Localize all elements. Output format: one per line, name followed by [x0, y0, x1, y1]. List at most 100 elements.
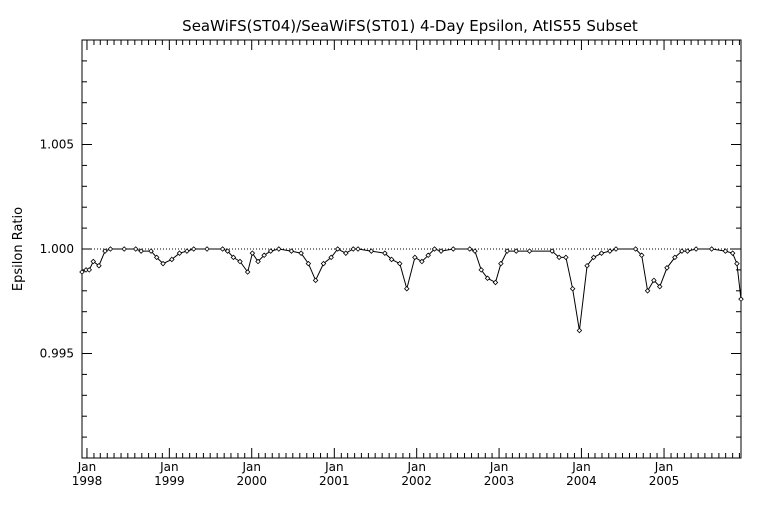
data-point	[276, 246, 282, 252]
data-point	[328, 254, 334, 261]
data-point	[190, 246, 197, 252]
data-point	[738, 296, 744, 302]
data-point	[556, 254, 562, 261]
data-point	[513, 248, 519, 254]
x-tick-label-year: 2001	[319, 474, 350, 488]
data-point	[334, 246, 341, 252]
data-point	[320, 260, 327, 267]
data-point	[237, 258, 243, 265]
data-point	[107, 246, 114, 252]
data-point	[419, 258, 425, 265]
data-point	[388, 256, 395, 263]
x-tick-label-month: Jan	[571, 460, 591, 474]
data-point	[312, 277, 319, 284]
data-point	[651, 277, 657, 284]
data-point	[382, 250, 388, 256]
data-point	[729, 250, 736, 256]
data-point	[466, 246, 473, 252]
data-point	[160, 260, 166, 267]
x-tick-label-month: Jan	[406, 460, 426, 474]
data-point	[412, 254, 418, 261]
data-point	[79, 269, 85, 275]
data-point	[693, 246, 699, 252]
data-point	[350, 246, 357, 252]
data-point	[549, 248, 555, 254]
x-tick-label-month: Jan	[324, 460, 344, 474]
data-point	[305, 260, 312, 267]
x-tick-label-month: Jan	[77, 460, 97, 474]
data-point	[355, 246, 361, 252]
data-point	[403, 285, 410, 292]
plot-frame	[81, 39, 742, 459]
x-tick-label-year: 2000	[236, 474, 267, 488]
data-point	[96, 262, 102, 269]
data-point	[526, 248, 533, 254]
data-point	[438, 248, 444, 254]
data-point	[204, 246, 210, 252]
data-point	[684, 248, 691, 254]
data-point	[576, 327, 583, 334]
data-point	[722, 248, 729, 254]
data-point	[219, 246, 226, 252]
data-point	[563, 254, 569, 261]
data-point	[613, 246, 619, 252]
data-point	[86, 267, 92, 273]
data-point	[638, 252, 645, 259]
x-tick-label-year: 2005	[649, 474, 680, 488]
data-point	[644, 288, 651, 294]
data-point	[298, 250, 304, 256]
data-point	[431, 246, 438, 252]
data-point	[102, 248, 108, 254]
data-point	[425, 252, 431, 259]
x-tick-label-year: 2002	[401, 474, 432, 488]
x-tick-label-month: Jan	[159, 460, 179, 474]
data-point	[672, 254, 678, 261]
data-point	[396, 260, 403, 267]
data-point	[484, 275, 491, 282]
x-tick-label-month: Jan	[489, 460, 509, 474]
data-point	[184, 248, 190, 254]
x-tick-label-year: 1999	[154, 474, 185, 488]
series-line	[81, 248, 742, 331]
data-point	[734, 260, 740, 267]
data-point	[472, 248, 478, 254]
x-tick-label-year: 2003	[484, 474, 515, 488]
data-point	[224, 248, 231, 254]
chart-title: SeaWiFS(ST04)/SeaWiFS(ST01) 4-Day Epsilo…	[182, 17, 638, 35]
data-point	[90, 258, 97, 265]
data-point	[261, 252, 267, 259]
x-tick-label-month: Jan	[241, 460, 261, 474]
data-point	[450, 246, 457, 252]
data-point	[569, 285, 576, 292]
data-point	[249, 250, 256, 256]
data-point	[169, 256, 175, 263]
data-point	[656, 283, 663, 290]
y-tick-label: 1.005	[40, 138, 74, 152]
data-point	[584, 262, 590, 269]
data-point	[679, 248, 685, 254]
x-axis: Jan1998Jan1999Jan2000Jan2001Jan2002Jan20…	[72, 40, 740, 488]
y-axis: 0.995 1.000 1.005	[40, 39, 741, 459]
x-tick-label-month: Jan	[654, 460, 674, 474]
x-tick-label-year: 2004	[566, 474, 597, 488]
data-point	[176, 250, 183, 256]
data-point	[708, 246, 715, 252]
data-point	[121, 246, 127, 252]
data-point	[504, 248, 510, 254]
series-layer	[79, 246, 744, 334]
data-point	[598, 250, 605, 256]
x-tick-label-year: 1998	[72, 474, 103, 488]
data-point	[343, 250, 349, 256]
data-point	[492, 279, 499, 286]
data-point	[255, 258, 261, 265]
data-point	[153, 254, 160, 261]
data-point	[244, 269, 251, 275]
y-axis-label: Epsilon Ratio	[11, 207, 26, 291]
data-point	[478, 267, 485, 273]
data-point	[607, 248, 613, 254]
y-tick-label: 0.995	[40, 347, 74, 361]
y-tick-label: 1.000	[40, 242, 74, 256]
data-point	[267, 248, 274, 254]
data-point	[590, 254, 597, 261]
